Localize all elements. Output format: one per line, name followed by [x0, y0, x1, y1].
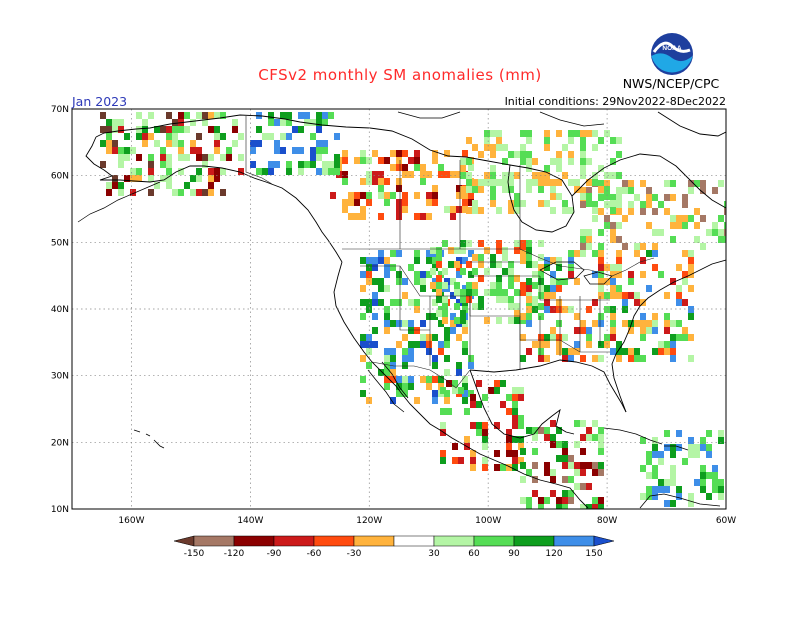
colorbar-swatch: [433, 535, 475, 547]
anomaly-cells: [100, 112, 726, 509]
colorbar-swatch: [353, 535, 395, 547]
lon-label: 80W: [597, 516, 617, 526]
lon-label: 160W: [118, 516, 144, 526]
lon-label: 100W: [475, 516, 501, 526]
colorbar-swatch: [393, 535, 435, 547]
lat-label: 70N: [51, 105, 69, 115]
colorbar-swatch: [273, 535, 315, 547]
colorbar-swatch: [233, 535, 275, 547]
colorbar-swatch: [193, 535, 235, 547]
longitude-labels: 160W 140W 120W 100W 80W 60W: [118, 516, 736, 526]
colorbar-label: -60: [307, 549, 322, 559]
political-borders: [245, 116, 655, 389]
colorbar-right-arrow: [593, 535, 615, 547]
noaa-logo: NOAA: [651, 33, 693, 75]
colorbar-label: -30: [347, 549, 362, 559]
lat-lon-grid: [72, 109, 726, 509]
colorbar-label: -150: [184, 549, 205, 559]
colorbar-label: 90: [508, 549, 520, 559]
lon-label: 140W: [237, 516, 263, 526]
colorbar-label: 150: [585, 549, 602, 559]
lon-label: 120W: [356, 516, 382, 526]
colorbar-label: 60: [468, 549, 480, 559]
coastlines: [77, 111, 726, 509]
lat-label: 50N: [51, 238, 69, 248]
forecast-month: Jan 2023: [72, 94, 128, 109]
colorbar-label: 30: [428, 549, 440, 559]
lat-label: 30N: [51, 372, 69, 382]
colorbar-swatch: [553, 535, 595, 547]
colorbar-label: 120: [545, 549, 562, 559]
colorbar-swatch: [473, 535, 515, 547]
colorbar-labels: -150 -120 -90 -60 -30 30 60 90 120 150: [184, 549, 603, 559]
svg-text:NOAA: NOAA: [662, 45, 681, 52]
initial-conditions: Initial conditions: 29Nov2022-8Dec2022: [504, 95, 726, 108]
colorbar-left-arrow: [173, 535, 195, 547]
map-frame: [71, 108, 727, 510]
colorbar-swatch: [313, 535, 355, 547]
lon-label: 60W: [716, 516, 736, 526]
lat-label: 20N: [51, 438, 69, 448]
lat-label: 60N: [51, 172, 69, 182]
lat-label: 40N: [51, 305, 69, 315]
agency-label: NWS/NCEP/CPC: [622, 76, 720, 91]
colorbar: [173, 535, 615, 547]
lat-label: 10N: [51, 505, 69, 515]
latitude-labels: 70N 60N 50N 40N 30N 20N 10N: [51, 105, 69, 515]
colorbar-swatch: [513, 535, 555, 547]
colorbar-label: -90: [267, 549, 282, 559]
colorbar-label: -120: [224, 549, 245, 559]
map-title: CFSv2 monthly SM anomalies (mm): [258, 66, 542, 84]
